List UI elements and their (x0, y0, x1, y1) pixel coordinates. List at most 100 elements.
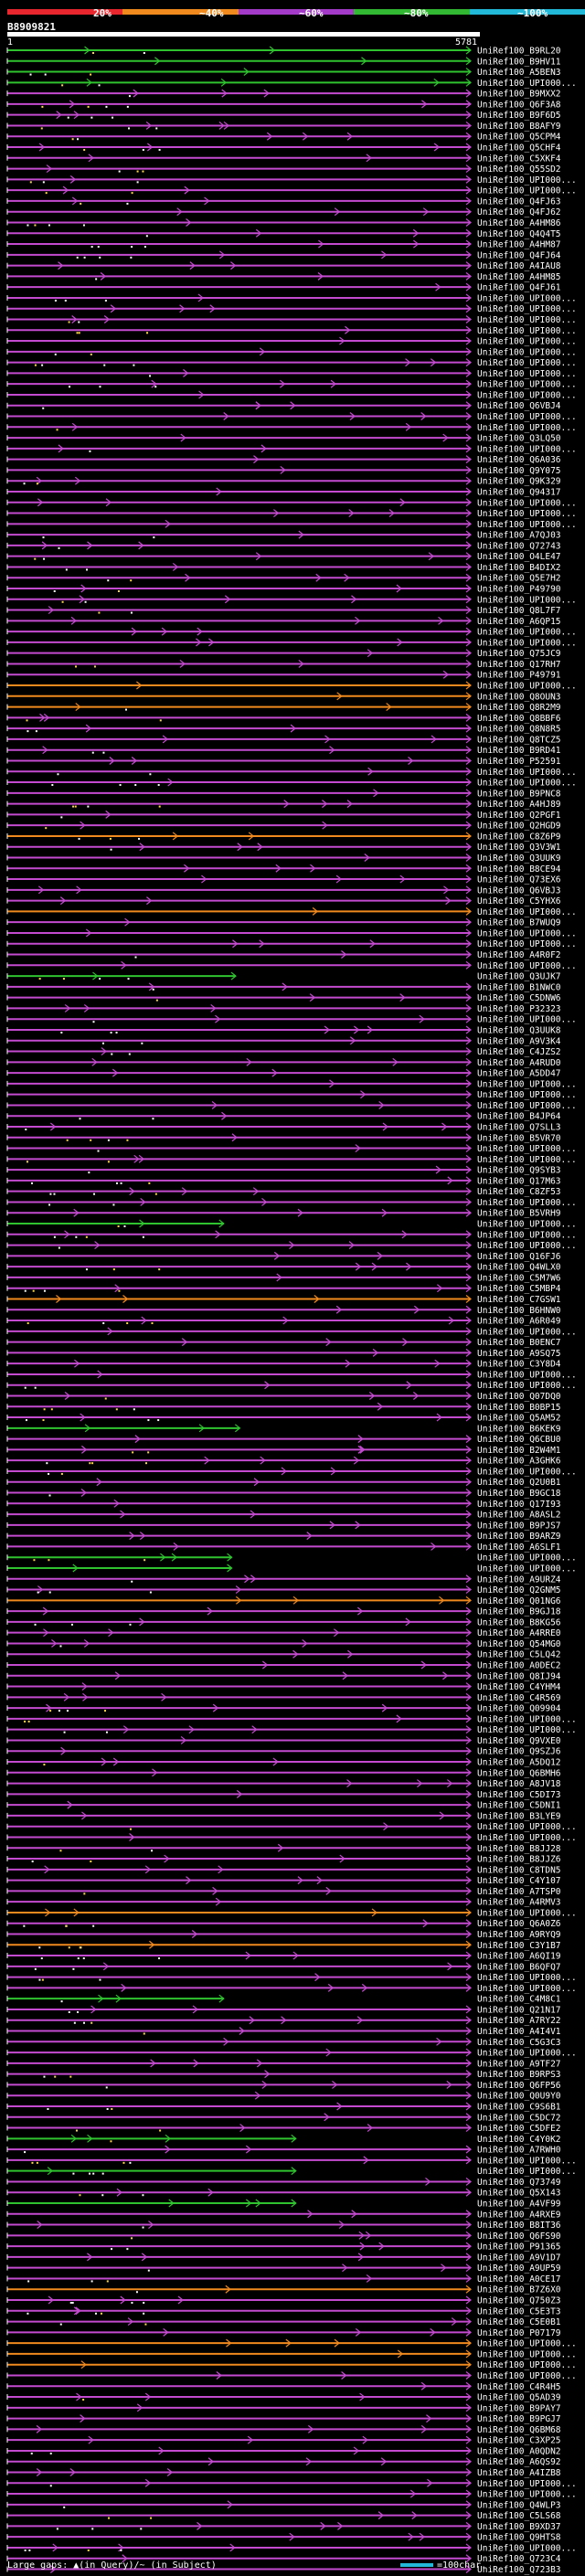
gap-marker (90, 246, 93, 249)
hit-end-arrow (465, 1122, 472, 1131)
hit-id-label: UniRef100_Q4WLX0 (477, 1263, 561, 1273)
hit-id-label: UniRef100_A5DQ12 (477, 1758, 561, 1768)
gap-arrow (37, 1585, 44, 1595)
gap-marker (118, 1289, 121, 1292)
gap-arrow (107, 1327, 113, 1336)
gap-marker (72, 1967, 75, 1970)
gap-arrow (115, 1994, 122, 2003)
hit-end-arrow (465, 735, 472, 744)
hit-id-label: UniRef100_UPI000... (477, 2543, 577, 2553)
hit-id-label: UniRef100_A6R049 (477, 1317, 561, 1327)
hit-end-arrow (465, 757, 472, 765)
gap-marker (27, 1720, 30, 1723)
gap-arrow (133, 1154, 140, 1163)
gap-arrow (186, 218, 192, 227)
gap-arrow (339, 1854, 346, 1863)
hit-id-label: UniRef100_C8TDN5 (477, 1865, 561, 1875)
gap-arrow (215, 1230, 221, 1239)
gap-arrow (122, 2554, 128, 2563)
gap-marker (101, 1042, 104, 1044)
gap-arrow (172, 562, 179, 571)
query-bar (7, 32, 480, 37)
hit-end-arrow (465, 1402, 472, 1411)
hit-end-arrow (465, 143, 472, 152)
gap-arrow (346, 1779, 353, 1788)
hit-end-arrow (465, 379, 472, 388)
hit-end-arrow (465, 2231, 472, 2240)
gap-marker (134, 956, 137, 959)
gap-arrow (248, 832, 255, 841)
hit-id-label: UniRef100_Q5CHF4 (477, 143, 561, 154)
gap-arrow (273, 1251, 281, 1260)
gap-arrow (349, 1036, 356, 1045)
hit-id-label: UniRef100_A4I4V1 (477, 2027, 561, 2037)
hit-id-label: UniRef100_UPI000... (477, 1079, 577, 1089)
gap-marker (105, 2086, 108, 2089)
gap-marker (131, 2237, 133, 2240)
hit-id-label: UniRef100_Q07DQ0 (477, 1392, 561, 1402)
hit-id-label: UniRef100_Q9SZJ6 (477, 1747, 561, 1757)
hit-end-arrow (465, 2284, 472, 2294)
hit-end-arrow (465, 1025, 472, 1034)
gap-marker (91, 751, 94, 754)
hit-end-arrow (465, 2188, 472, 2197)
gap-arrow (116, 2188, 122, 2197)
gap-arrow (406, 1262, 412, 1271)
hit-end-arrow (465, 476, 472, 485)
gap-arrow (408, 2532, 414, 2541)
gap-marker (129, 1623, 132, 1626)
gap-marker (90, 2021, 93, 2024)
hit-id-label: UniRef100_P07179 (477, 2328, 561, 2338)
gap-marker (112, 116, 114, 119)
hit-id-label: UniRef100_B0ENC7 (477, 1338, 561, 1348)
gap-arrow (306, 1532, 313, 1541)
hit-id-label: UniRef100_Q6VBJ3 (477, 885, 561, 896)
gap-marker (53, 590, 56, 592)
hit-end-arrow (465, 315, 472, 323)
gap-marker (128, 1053, 131, 1055)
hit-id-label: UniRef100_B9MXX2 (477, 90, 561, 100)
scale-segment (238, 9, 355, 15)
hit-id-label: UniRef100_Q09904 (477, 1704, 561, 1714)
hit-id-label: UniRef100_Q5AD39 (477, 2393, 561, 2403)
gap-marker (142, 2226, 144, 2229)
hit-id-label: UniRef100_Q4FJ62 (477, 207, 561, 217)
gap-marker (30, 2452, 33, 2454)
hit-id-label: UniRef100_Q2HGD9 (477, 822, 561, 832)
gap-marker (72, 2172, 75, 2175)
gap-arrow (392, 1057, 399, 1066)
hit-end-arrow (465, 960, 472, 970)
gap-arrow (198, 390, 205, 399)
gap-arrow (140, 1197, 146, 1206)
hit-id-label: UniRef100_UPI000... (477, 412, 577, 422)
gap-marker (31, 1860, 34, 1863)
gap-marker (31, 2161, 34, 2164)
gap-marker (59, 2323, 62, 2326)
gap-arrow (42, 746, 48, 755)
gap-arrow (378, 2242, 385, 2251)
gap-arrow (377, 1402, 384, 1411)
gap-arrow (263, 89, 270, 98)
gap-arrow (148, 982, 155, 991)
hit-id-label: UniRef100_UPI000... (477, 337, 577, 347)
gap-marker (90, 353, 92, 355)
gap-marker (34, 224, 37, 227)
gap-marker (143, 52, 145, 54)
gap-arrow (259, 939, 265, 949)
hit-id-label: UniRef100_C5E3T3 (477, 2306, 561, 2316)
scale-segment (354, 9, 470, 15)
gap-marker (24, 1289, 27, 1292)
gap-arrow (349, 412, 356, 420)
gap-arrow (75, 2306, 81, 2316)
gap-arrow (297, 1876, 303, 1885)
gap-marker (129, 2161, 132, 2164)
gap-arrow (357, 2253, 365, 2262)
gap-arrow (113, 1499, 120, 1508)
gap-arrow (139, 843, 145, 852)
gap-arrow (325, 1886, 332, 1895)
hit-end-arrow (465, 2457, 472, 2466)
gap-arrow (173, 1542, 179, 1551)
gap-marker (108, 2517, 111, 2519)
hit-id-label: UniRef100_UPI000... (477, 380, 577, 390)
gap-marker (158, 149, 161, 152)
